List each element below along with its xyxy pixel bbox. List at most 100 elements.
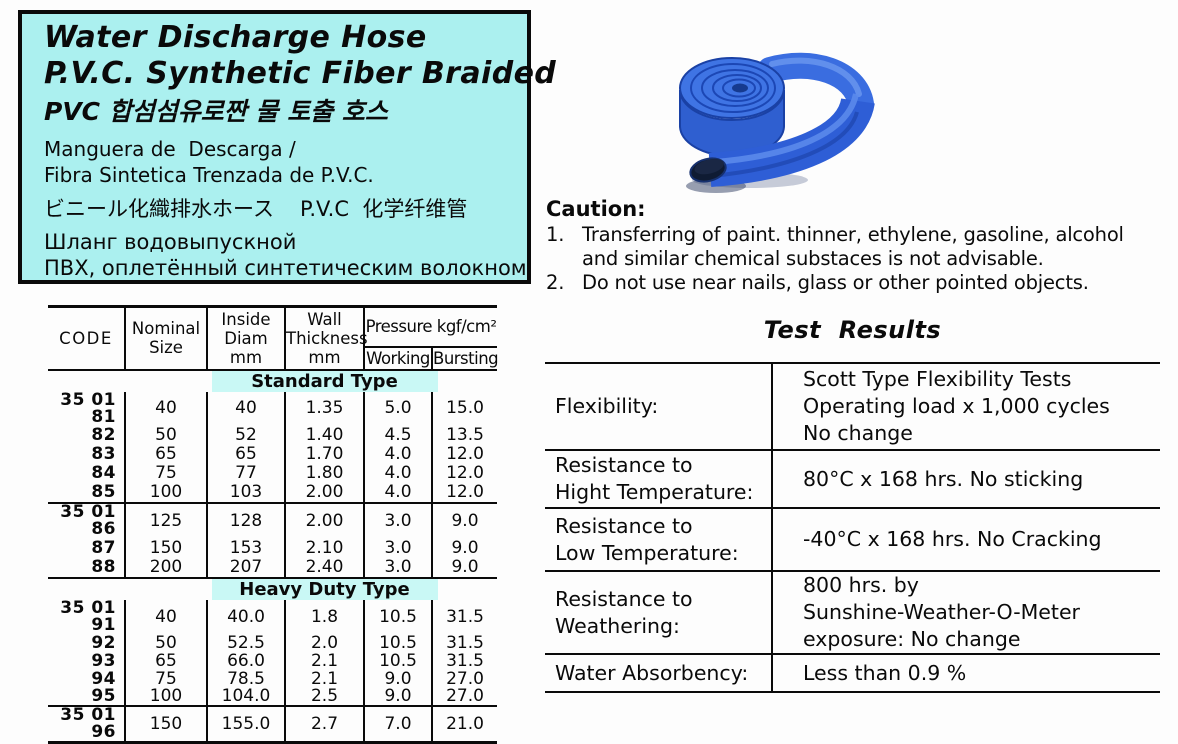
spec-cell-value: 52 bbox=[206, 425, 285, 445]
test-row-value: -40°C x 168 hrs. No Cracking bbox=[771, 508, 1160, 572]
product-subtitle-chinese: P.V.C 化学纤维管 bbox=[299, 197, 468, 221]
spec-cell-value: 13.5 bbox=[430, 425, 498, 445]
spec-cell-value: 40.0 bbox=[206, 600, 285, 635]
hose-band-front-highlight bbox=[713, 93, 859, 165]
caution-item-2-text: Do not use near nails, glass or other po… bbox=[582, 271, 1089, 294]
spec-cell-value: 31.5 bbox=[430, 634, 498, 653]
spec-header-nominal-size: Nominal Size bbox=[124, 306, 207, 371]
spec-cell-value: 7.0 bbox=[363, 706, 432, 743]
spec-cell-value: 75 bbox=[124, 670, 207, 689]
spec-section-row: Heavy Duty Type bbox=[48, 578, 497, 601]
spec-cell-code: 83 bbox=[91, 444, 116, 465]
spec-table-row: 35 01 91 40 40.0 1.8 10.5 31.5 bbox=[48, 598, 498, 636]
product-subtitle-russian-line1: Шланг водовыпускной bbox=[44, 230, 297, 254]
product-subtitle-spanish-line1: Manguera de Descarga / bbox=[44, 137, 296, 161]
caution-item-1: 1. Transferring of paint. thinner, ethyl… bbox=[546, 223, 1152, 270]
spec-cell-value: 65 bbox=[124, 444, 207, 465]
spec-cell-value: 52.5 bbox=[206, 634, 285, 653]
product-subtitle-japanese: ビニール化織排水ホース bbox=[44, 197, 274, 221]
hose-band-front-edge bbox=[711, 111, 859, 178]
test-row-label: Resistance to Weathering: bbox=[545, 571, 772, 655]
test-row-label: Flexibility: bbox=[545, 363, 772, 451]
spec-table-row: 35 01 96 150 155.0 2.7 7.0 21.0 bbox=[48, 706, 498, 743]
spec-cell-value: 10.5 bbox=[363, 600, 432, 635]
spec-cell-value: 50 bbox=[124, 634, 207, 653]
spec-cell-code: 92 bbox=[91, 632, 116, 653]
spec-table-row: 87 150 153 2.10 3.0 9.0 bbox=[48, 537, 498, 559]
spec-cell-value: 4.0 bbox=[363, 444, 432, 465]
spec-header-wall-thickness: Wall Thickness mm bbox=[284, 306, 368, 371]
spec-table-section: CODE Nominal Size Inside Diam mm Wall Th… bbox=[48, 305, 499, 744]
hose-coil-ring bbox=[722, 78, 756, 98]
spec-cell-value: 150 bbox=[124, 706, 207, 743]
test-results-body: Flexibility: Scott Type Flexibility Tests… bbox=[545, 363, 1160, 692]
hose-band-front bbox=[708, 96, 875, 187]
spec-cell-value: 9.0 bbox=[430, 538, 498, 559]
spec-cell-value: 31.5 bbox=[430, 600, 498, 635]
spec-cell-value: 125 bbox=[124, 503, 207, 539]
spec-cell-value: 40 bbox=[124, 600, 207, 635]
caution-section: Caution: 1. Transferring of paint. thinn… bbox=[546, 196, 1152, 295]
product-subtitle-japanese-chinese: ビニール化織排水ホース P.V.C 化学纤维管 bbox=[44, 195, 527, 223]
spec-cell-value: 1.40 bbox=[284, 425, 364, 445]
spec-cell-value: 27.0 bbox=[430, 670, 498, 689]
spec-cell-value: 3.0 bbox=[363, 503, 432, 539]
spec-table-row: 85 100 103 2.00 4.0 12.0 bbox=[48, 483, 498, 505]
spec-cell-value: 40 bbox=[206, 391, 285, 426]
spec-header-working: Working bbox=[363, 346, 432, 371]
spec-cell-value: 65 bbox=[124, 652, 207, 671]
spec-section-cell: Standard Type bbox=[48, 370, 497, 392]
test-row-value: 80°C x 168 hrs. No sticking bbox=[771, 450, 1160, 509]
spec-table-row: 94 75 78.5 2.1 9.0 27.0 bbox=[48, 670, 498, 689]
caution-item-2: 2. Do not use near nails, glass or other… bbox=[546, 271, 1152, 295]
spec-cell-value: 2.00 bbox=[284, 483, 364, 505]
spec-cell-value: 78.5 bbox=[206, 670, 285, 689]
test-row-label: Water Absorbency: bbox=[555, 660, 749, 685]
hose-coil-ring bbox=[701, 69, 769, 107]
spec-cell-value: 2.10 bbox=[284, 538, 364, 559]
spec-table-row: 35 01 86 125 128 2.00 3.0 9.0 bbox=[48, 502, 498, 540]
test-results-title: Test Results bbox=[763, 316, 942, 344]
spec-table-row: 84 75 77 1.80 4.0 12.0 bbox=[48, 464, 498, 484]
spec-cell-value: 12.0 bbox=[430, 483, 498, 505]
spec-cell-code: 85 bbox=[48, 483, 125, 505]
spec-cell-value: 31.5 bbox=[430, 652, 498, 671]
spec-cell-value: 50 bbox=[124, 425, 207, 445]
hose-open-end bbox=[689, 157, 727, 183]
test-results-row: Water Absorbency: Less than 0.9 % bbox=[545, 654, 1160, 692]
spec-cell-value: 100 bbox=[124, 483, 207, 505]
spec-cell-value: 66.0 bbox=[206, 652, 285, 671]
spec-cell-code: 35 01 91 bbox=[60, 598, 116, 636]
hose-product-photo bbox=[679, 52, 875, 193]
product-subtitle-russian-line2: ПВХ, оплетённый синтетическим волокном bbox=[44, 256, 527, 280]
spec-cell-value: 9.0 bbox=[430, 558, 498, 580]
spec-table: CODE Nominal Size Inside Diam mm Wall Th… bbox=[48, 305, 499, 744]
spec-cell-code: 35 01 86 bbox=[60, 502, 116, 540]
spec-cell-value: 1.70 bbox=[284, 444, 364, 465]
spec-cell-value: 207 bbox=[206, 558, 285, 580]
spec-cell-value: 155.0 bbox=[206, 706, 285, 743]
spec-table-row: 88 200 207 2.40 3.0 9.0 bbox=[48, 558, 498, 580]
caution-heading: Caution: bbox=[546, 197, 646, 221]
spec-cell-value: 5.0 bbox=[363, 391, 432, 426]
spec-cell-code: 87 bbox=[91, 537, 116, 558]
spec-cell-value: 2.1 bbox=[284, 670, 364, 689]
spec-cell-value: 100 bbox=[124, 688, 207, 708]
test-results-row: Resistance to Hight Temperature: 80°C x 1… bbox=[545, 450, 1160, 509]
spec-table-row: 35 01 81 40 40 1.35 5.0 15.0 bbox=[48, 391, 498, 426]
spec-table-row: 82 50 52 1.40 4.5 13.5 bbox=[48, 425, 498, 445]
spec-section-label: Heavy Duty Type bbox=[211, 579, 438, 601]
spec-cell-value: 21.0 bbox=[430, 706, 498, 743]
spec-cell-value: 4.0 bbox=[363, 464, 432, 484]
test-results-section: Flexibility: Scott Type Flexibility Tests… bbox=[545, 362, 1160, 693]
spec-cell-value: 9.0 bbox=[363, 670, 432, 689]
spec-table-row: 95 100 104.0 2.5 9.0 27.0 bbox=[48, 688, 498, 708]
test-row-label: Resistance to Low Temperature: bbox=[545, 508, 772, 572]
spec-table-row: 83 65 65 1.70 4.0 12.0 bbox=[48, 444, 498, 465]
spec-cell-value: 4.5 bbox=[363, 425, 432, 445]
product-subtitle-spanish-line2: Fibra Sintetica Trenzada de P.V.C. bbox=[44, 163, 374, 187]
test-results-table: Flexibility: Scott Type Flexibility Tests… bbox=[545, 362, 1160, 693]
test-row-value: 800 hrs. by Sunshine-Weather-O-Meter exp… bbox=[771, 571, 1160, 655]
product-title-box: Water Discharge Hose P.V.C. Synthetic Fi… bbox=[18, 10, 556, 284]
spec-cell-code: 93 bbox=[91, 650, 116, 671]
